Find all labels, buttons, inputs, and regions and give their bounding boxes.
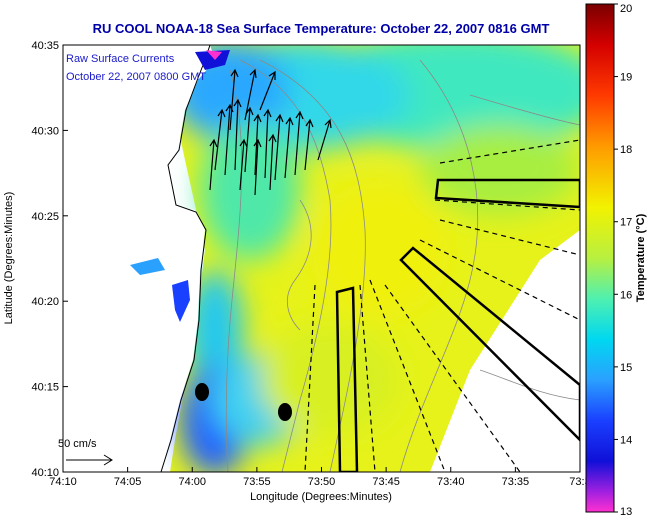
land-area bbox=[63, 45, 215, 472]
x-axis-label: Longitude (Degrees:Minutes) bbox=[250, 491, 392, 503]
northern-patch bbox=[195, 50, 230, 70]
radar-beam-boxes bbox=[335, 178, 580, 472]
x-tick-label: 73:3 bbox=[569, 476, 590, 488]
radar-sector-lines bbox=[304, 139, 580, 472]
pink-patch bbox=[206, 50, 222, 60]
x-axis: 74:10 74:05 74:00 73:55 73:50 73:45 73:40 73:35… bbox=[49, 467, 591, 488]
colorbar-tick-label: 20 bbox=[620, 3, 632, 15]
x-tick-label: 74:00 bbox=[178, 476, 206, 488]
y-tick-label: 40:15 bbox=[31, 382, 59, 394]
legend-line-2: October 22, 2007 0800 GMT bbox=[66, 71, 206, 83]
colorbar-tick-label: 17 bbox=[620, 217, 632, 229]
radar-site-marker-2 bbox=[278, 403, 292, 421]
x-tick-label: 74:05 bbox=[114, 476, 142, 488]
sst-field bbox=[63, 45, 580, 472]
x-tick-label: 73:40 bbox=[437, 476, 465, 488]
colorbar-tick-label: 15 bbox=[620, 362, 632, 374]
coastline bbox=[160, 45, 211, 472]
harbor-patch bbox=[172, 280, 190, 322]
x-tick-label: 73:35 bbox=[502, 476, 530, 488]
colorbar bbox=[585, 3, 615, 513]
colorbar-label: Temperature (°C) bbox=[635, 213, 647, 302]
colorbar-tick-label: 18 bbox=[620, 144, 632, 156]
colorbar-tick-label: 14 bbox=[620, 434, 632, 446]
x-tick-label: 74:10 bbox=[49, 476, 77, 488]
river-patch bbox=[130, 258, 165, 275]
chart-title: RU COOL NOAA-18 Sea Surface Temperature:… bbox=[93, 21, 550, 36]
y-tick-label: 40:10 bbox=[31, 467, 59, 479]
y-tick-label: 40:30 bbox=[31, 125, 59, 137]
y-axis: 40:35 40:30 40:25 40:20 40:15 40:10 bbox=[31, 40, 68, 479]
x-tick-label: 73:45 bbox=[372, 476, 400, 488]
colorbar-tick-label: 13 bbox=[620, 506, 632, 518]
colorbar-tick-label: 19 bbox=[620, 72, 632, 84]
x-tick-label: 73:55 bbox=[243, 476, 271, 488]
scale-arrow bbox=[66, 454, 113, 466]
y-tick-label: 40:20 bbox=[31, 296, 59, 308]
y-tick-label: 40:25 bbox=[31, 211, 59, 223]
x-tick-label: 73:50 bbox=[308, 476, 336, 488]
surface-current-arrows bbox=[209, 68, 332, 196]
colorbar-ticks: 20 19 18 17 16 15 14 13 bbox=[614, 3, 632, 518]
colorbar-tick-label: 16 bbox=[620, 289, 632, 301]
y-axis-label: Latitude (Degrees:Minutes) bbox=[3, 192, 15, 325]
legend-line-1: Raw Surface Currents bbox=[66, 53, 175, 65]
scale-arrow-label: 50 cm/s bbox=[58, 438, 97, 450]
no-data-region bbox=[430, 230, 580, 472]
radar-site-marker bbox=[195, 383, 209, 401]
y-tick-label: 40:35 bbox=[31, 40, 59, 52]
